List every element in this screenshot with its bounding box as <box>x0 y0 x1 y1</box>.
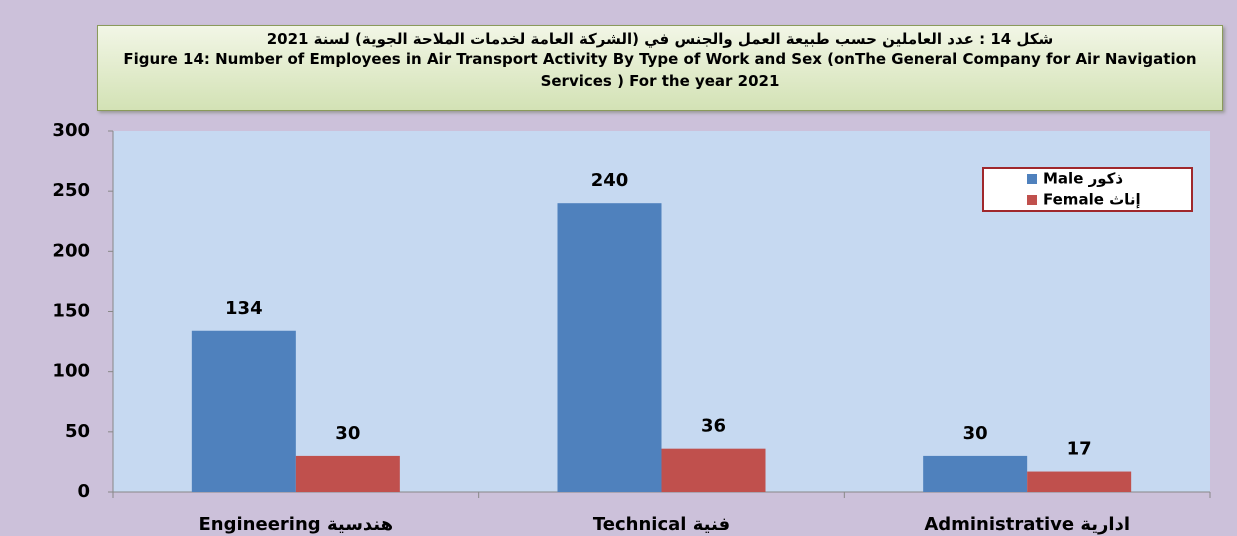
value-label: 30 <box>963 423 988 444</box>
y-tick-label: 300 <box>52 120 90 141</box>
value-label: 30 <box>335 423 360 444</box>
x-tick-label: Administrative ادارية <box>924 514 1130 535</box>
x-tick-label: Engineering هندسية <box>199 514 394 535</box>
legend-box <box>982 167 1193 212</box>
y-tick-label: 100 <box>52 361 90 382</box>
bar <box>1027 471 1132 492</box>
y-tick-label: 150 <box>52 301 90 322</box>
chart-title: شكل 14 : عدد العاملين حسب طبيعة العمل وا… <box>266 30 1054 48</box>
chart-subtitle: Figure 14: Number of Employees in Air Tr… <box>123 50 1197 90</box>
bar <box>557 203 662 492</box>
y-tick-label: 200 <box>52 240 90 261</box>
y-tick-label: 50 <box>65 421 90 442</box>
value-label: 36 <box>701 416 726 437</box>
legend-swatch <box>1027 195 1037 205</box>
x-tick-label: Technical فنية <box>593 514 730 535</box>
value-label: 134 <box>225 298 263 319</box>
legend-label: Male ذكور <box>1043 170 1123 188</box>
bar <box>661 448 766 492</box>
legend-label: Female إناث <box>1043 191 1141 209</box>
bar <box>191 330 296 492</box>
value-label: 17 <box>1067 439 1092 460</box>
y-tick-label: 250 <box>52 180 90 201</box>
bar <box>923 455 1028 492</box>
title-box: شكل 14 : عدد العاملين حسب طبيعة العمل وا… <box>97 25 1223 111</box>
legend-swatch <box>1027 174 1037 184</box>
bar <box>295 455 400 492</box>
value-label: 240 <box>591 170 629 191</box>
y-tick-label: 0 <box>77 481 90 502</box>
